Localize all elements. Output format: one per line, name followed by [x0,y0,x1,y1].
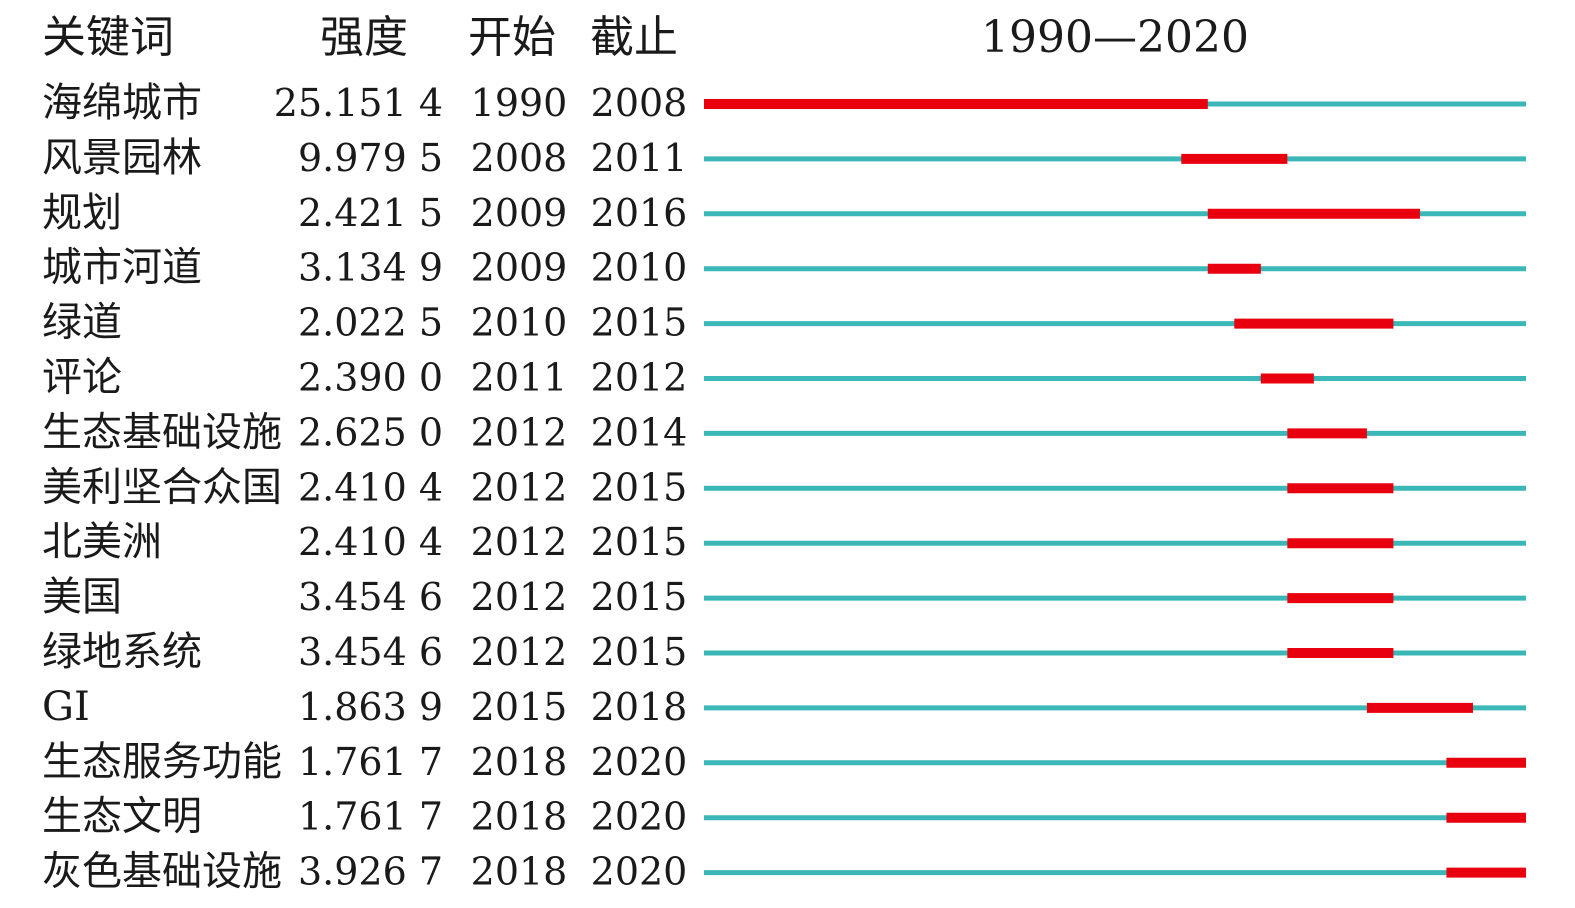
begin-year: 2009 [471,191,568,235]
end-year: 2011 [591,136,688,180]
begin-year: 1990 [471,81,568,125]
begin-year: 2018 [471,850,568,894]
header-strength: 强度 [320,12,408,63]
keyword-label: 风景园林 [42,135,202,181]
strength-value: 1.761 7 [298,740,443,784]
end-year: 2018 [591,685,688,729]
keyword-label: 海绵城市 [42,80,202,126]
end-year: 2008 [591,81,688,125]
header-end: 截止 [590,12,678,63]
keyword-label: 评论 [42,355,122,401]
header-keyword: 关键词 [42,12,174,63]
end-year: 2012 [591,356,688,400]
strength-value: 25.151 4 [274,81,443,125]
keyword-label: 北美洲 [42,519,162,565]
keyword-label: 美利坚合众国 [42,464,282,510]
strength-value: 3.926 7 [298,850,443,894]
keyword-label: 生态文明 [42,794,202,840]
end-year: 2016 [591,191,688,235]
keyword-label: 生态服务功能 [42,739,282,785]
strength-value: 1.863 9 [298,685,443,729]
strength-value: 3.454 6 [298,630,443,674]
keyword-label: 生态基础设施 [42,409,282,455]
keyword-label: GI [42,684,90,730]
end-year: 2015 [591,520,688,564]
keyword-label: 城市河道 [42,245,202,291]
begin-year: 2015 [471,685,568,729]
keyword-label: 绿地系统 [42,629,202,675]
strength-value: 2.421 5 [298,191,443,235]
strength-value: 3.134 9 [298,246,443,290]
end-year: 2010 [591,246,688,290]
keyword-label: 灰色基础设施 [42,849,282,895]
begin-year: 2018 [471,795,568,839]
strength-value: 9.979 5 [298,136,443,180]
end-year: 2015 [591,575,688,619]
keyword-label: 绿道 [42,300,122,346]
begin-year: 2011 [471,356,568,400]
strength-value: 2.390 0 [298,356,443,400]
end-year: 2015 [591,301,688,345]
begin-year: 2012 [471,520,568,564]
begin-year: 2009 [471,246,568,290]
end-year: 2015 [591,630,688,674]
rows-group: 海绵城市 25.151 4 1990 2008 风景园林 9.979 5 2008 2011 规… [42,80,1526,895]
strength-value: 2.625 0 [298,410,443,454]
begin-year: 2010 [471,301,568,345]
begin-year: 2012 [471,465,568,509]
keyword-label: 规划 [42,190,122,236]
begin-year: 2012 [471,630,568,674]
strength-value: 2.410 4 [298,465,443,509]
strength-value: 2.410 4 [298,520,443,564]
header-begin: 开始 [468,12,556,63]
chart-title: 1990—2020 [981,12,1249,63]
keyword-label: 美国 [42,574,122,620]
end-year: 2020 [591,740,688,784]
end-year: 2014 [591,410,688,454]
strength-value: 3.454 6 [298,575,443,619]
begin-year: 2018 [471,740,568,784]
end-year: 2015 [591,465,688,509]
begin-year: 2012 [471,575,568,619]
end-year: 2020 [591,850,688,894]
strength-value: 2.022 5 [298,301,443,345]
end-year: 2020 [591,795,688,839]
begin-year: 2012 [471,410,568,454]
strength-value: 1.761 7 [298,795,443,839]
begin-year: 2008 [471,136,568,180]
